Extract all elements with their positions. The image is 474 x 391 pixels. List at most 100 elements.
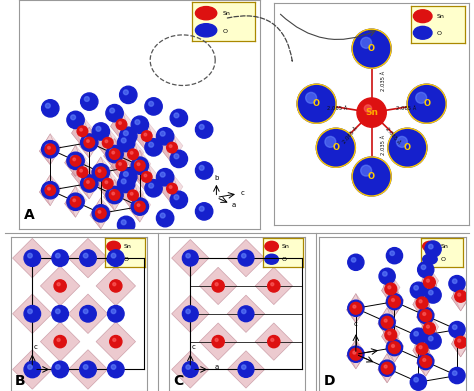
Circle shape [24,305,41,322]
Polygon shape [68,294,108,334]
Polygon shape [101,198,112,229]
Polygon shape [12,294,52,334]
Circle shape [384,319,387,322]
Polygon shape [346,294,364,323]
Polygon shape [161,173,172,204]
Circle shape [428,336,433,341]
Circle shape [109,190,115,195]
Circle shape [418,262,434,278]
Circle shape [396,136,407,147]
Polygon shape [136,120,154,152]
Circle shape [113,283,116,286]
Polygon shape [78,168,89,199]
Circle shape [453,371,457,375]
Circle shape [238,362,254,377]
Circle shape [57,338,60,341]
Circle shape [389,342,401,353]
Circle shape [199,165,204,170]
Circle shape [45,144,55,154]
Circle shape [458,339,461,342]
Circle shape [425,241,441,257]
Circle shape [242,309,246,314]
Polygon shape [413,334,429,364]
Polygon shape [394,333,404,362]
Circle shape [170,191,188,208]
Polygon shape [82,157,93,188]
Circle shape [187,310,190,314]
Polygon shape [382,274,398,304]
Polygon shape [346,339,364,369]
Circle shape [46,144,50,149]
Circle shape [83,365,88,369]
Circle shape [455,291,466,302]
Polygon shape [129,191,147,222]
Text: a: a [380,363,384,369]
Circle shape [381,316,393,328]
Circle shape [96,208,106,219]
Circle shape [149,183,154,188]
Circle shape [240,363,252,375]
Polygon shape [255,267,292,305]
Circle shape [348,254,364,271]
Text: c: c [354,321,358,327]
Polygon shape [255,323,292,360]
Circle shape [410,282,427,298]
Circle shape [82,252,94,264]
Circle shape [240,252,252,264]
Polygon shape [378,308,395,337]
Circle shape [71,115,75,120]
Circle shape [77,167,88,178]
Polygon shape [90,198,101,229]
Circle shape [414,332,419,336]
Polygon shape [40,266,80,306]
Polygon shape [228,351,264,388]
Circle shape [135,120,140,125]
Circle shape [52,361,68,378]
Circle shape [131,198,148,215]
Text: 2.065 Å: 2.065 Å [396,106,417,111]
Text: Sn: Sn [365,108,378,117]
Text: c: c [241,190,245,196]
Text: b: b [214,176,219,181]
Circle shape [167,183,177,194]
Circle shape [389,296,401,308]
Circle shape [388,332,391,335]
Polygon shape [420,314,429,343]
Polygon shape [413,288,422,317]
Circle shape [390,251,394,255]
Circle shape [365,105,372,112]
Polygon shape [146,120,158,152]
Circle shape [116,119,127,130]
Text: c: c [192,344,196,350]
Polygon shape [75,145,86,176]
Circle shape [186,365,190,369]
Circle shape [420,356,432,368]
Polygon shape [420,267,429,297]
Polygon shape [346,294,356,323]
Circle shape [81,175,98,192]
Polygon shape [75,186,86,217]
Circle shape [130,192,133,195]
Circle shape [24,361,41,378]
Circle shape [160,172,165,177]
Circle shape [54,335,66,348]
Circle shape [70,156,81,166]
Polygon shape [96,322,136,361]
Circle shape [458,293,461,296]
Polygon shape [451,282,468,311]
Circle shape [212,280,224,292]
Circle shape [83,309,88,314]
Circle shape [116,160,127,171]
Circle shape [83,253,88,258]
Polygon shape [417,347,426,376]
Circle shape [352,29,391,68]
Circle shape [87,181,89,183]
Circle shape [455,336,466,348]
Circle shape [414,377,419,382]
Circle shape [385,283,397,295]
Polygon shape [108,127,118,158]
Circle shape [316,128,356,167]
Polygon shape [97,168,115,199]
Circle shape [421,311,426,316]
Circle shape [108,250,124,266]
